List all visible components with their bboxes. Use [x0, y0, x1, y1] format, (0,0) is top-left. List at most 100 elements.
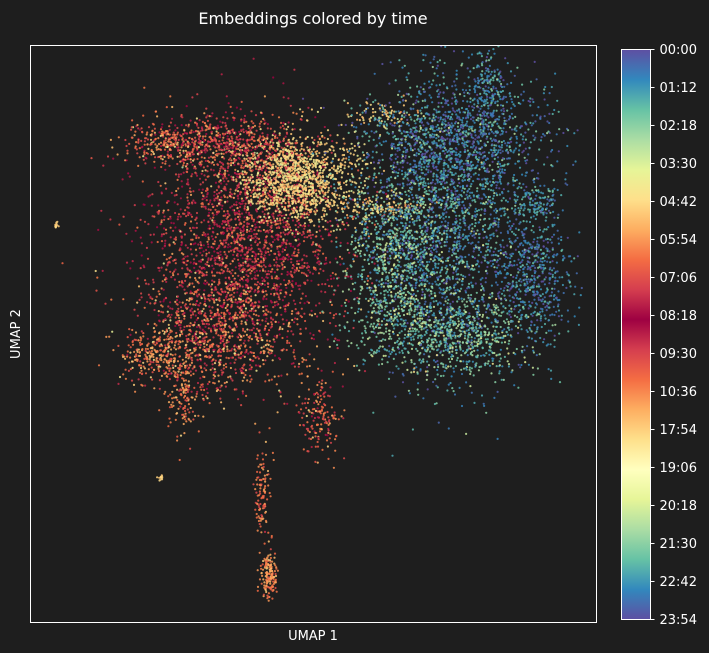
scatter-point	[223, 172, 226, 175]
scatter-point	[265, 305, 269, 308]
scatter-point	[192, 199, 195, 202]
scatter-point	[192, 313, 195, 316]
scatter-point	[298, 373, 301, 376]
scatter-point	[250, 120, 253, 123]
scatter-point	[306, 135, 309, 139]
scatter-point	[269, 164, 272, 167]
scatter-point	[220, 182, 223, 185]
scatter-point	[276, 166, 279, 169]
scatter-point	[292, 252, 295, 255]
scatter-point	[233, 278, 236, 281]
scatter-point	[144, 384, 147, 387]
scatter-point	[356, 154, 359, 157]
scatter-point	[245, 179, 248, 182]
scatter-point	[141, 180, 144, 183]
scatter-point	[317, 141, 320, 144]
scatter-point	[144, 162, 147, 165]
scatter-point	[185, 298, 188, 302]
scatter-point	[243, 114, 247, 117]
scatter-point	[319, 178, 322, 181]
scatter-point	[262, 117, 265, 120]
scatter-point	[217, 131, 220, 135]
scatter-point	[186, 181, 189, 184]
scatter-point	[270, 249, 273, 252]
scatter-point	[200, 205, 203, 208]
scatter-point	[223, 336, 226, 339]
scatter-point	[245, 196, 248, 199]
scatter-point	[181, 185, 184, 188]
scatter-point	[136, 152, 139, 155]
scatter-point	[318, 249, 321, 252]
scatter-point	[236, 190, 240, 193]
scatter-point	[165, 130, 168, 133]
scatter-point	[250, 198, 253, 201]
scatter-point	[224, 111, 227, 114]
scatter-point	[332, 314, 336, 317]
scatter-point	[204, 178, 207, 181]
scatter-point	[319, 175, 322, 178]
scatter-point	[159, 223, 162, 226]
scatter-point	[303, 222, 307, 225]
scatter-point	[282, 208, 286, 211]
scatter-point	[296, 168, 299, 171]
scatter-point	[230, 280, 233, 283]
scatter-point	[226, 309, 229, 312]
scatter-point	[318, 192, 322, 195]
scatter-point	[205, 369, 208, 372]
scatter-point	[216, 325, 219, 328]
scatter-point	[251, 224, 254, 227]
scatter-point	[277, 192, 281, 195]
scatter-point	[246, 257, 249, 260]
scatter-point	[347, 165, 350, 168]
scatter-point	[294, 167, 297, 170]
scatter-point	[314, 250, 317, 253]
scatter-point	[195, 117, 198, 120]
scatter-point	[195, 395, 198, 398]
scatter-point	[256, 274, 260, 277]
scatter-point	[229, 206, 232, 209]
scatter-point	[299, 166, 302, 169]
scatter-point	[264, 217, 267, 220]
scatter-point	[229, 227, 232, 230]
scatter-point	[212, 221, 215, 224]
scatter-point	[215, 130, 218, 133]
scatter-point	[162, 144, 165, 147]
scatter-point	[202, 250, 205, 253]
scatter-point	[363, 180, 366, 183]
scatter-point	[226, 135, 229, 138]
scatter-point	[273, 252, 276, 255]
scatter-point	[188, 325, 191, 328]
scatter-point	[288, 341, 291, 344]
scatter-point	[286, 225, 289, 228]
scatter-point	[341, 257, 344, 260]
scatter-point	[260, 219, 263, 222]
scatter-point	[231, 147, 234, 150]
scatter-point	[270, 317, 273, 320]
scatter-point	[252, 310, 255, 313]
scatter-point	[236, 314, 239, 317]
scatter-point	[262, 352, 265, 355]
scatter-point	[203, 156, 206, 160]
scatter-point	[218, 264, 221, 267]
scatter-point	[220, 73, 223, 76]
scatter-point	[247, 246, 250, 249]
scatter-point	[223, 194, 226, 197]
scatter-point	[285, 348, 288, 352]
scatter-point	[283, 196, 286, 199]
scatter-point	[183, 325, 186, 328]
scatter-point	[334, 273, 337, 276]
scatter-point	[241, 202, 244, 205]
scatter-point	[200, 221, 203, 224]
scatter-point	[205, 252, 208, 255]
scatter-point	[330, 277, 333, 280]
scatter-point	[143, 143, 146, 146]
scatter-point	[304, 327, 307, 330]
scatter-point	[199, 327, 202, 330]
scatter-point	[186, 193, 189, 196]
scatter-point	[323, 186, 326, 189]
scatter-point	[202, 135, 205, 138]
scatter-point	[250, 191, 253, 194]
scatter-point	[145, 246, 148, 249]
scatter-point	[241, 248, 244, 252]
scatter-point	[207, 140, 210, 143]
